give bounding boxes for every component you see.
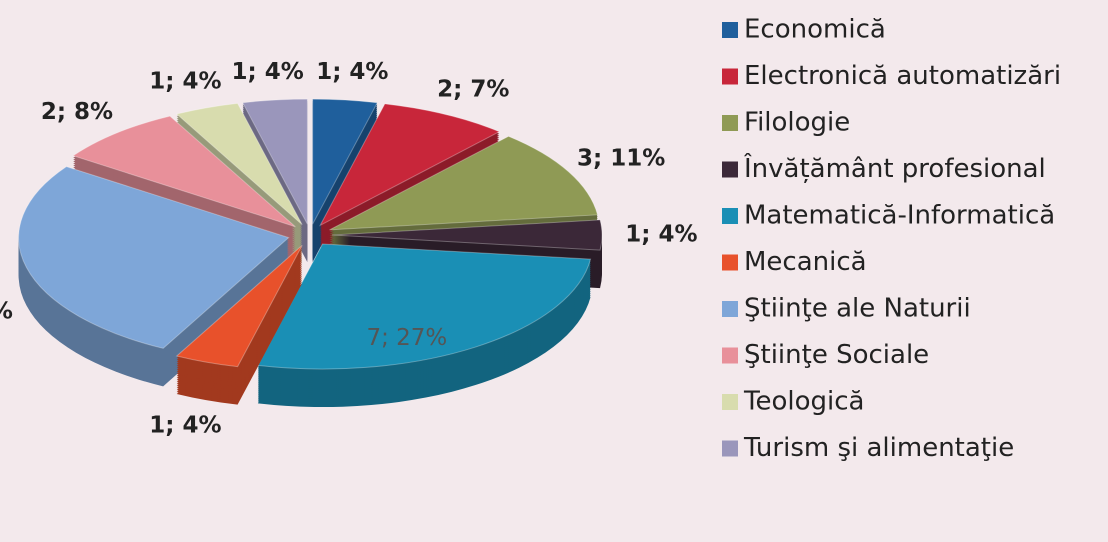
slice (329, 135, 599, 231)
legend-label: Economică (744, 15, 886, 45)
data-label: 1; 4% (625, 222, 697, 248)
legend-label: Matematică-Informatică (744, 201, 1055, 231)
legend-swatch (722, 68, 738, 85)
slice (241, 98, 308, 225)
data-label: 1; 4% (316, 59, 388, 85)
slice (175, 244, 303, 368)
slice (312, 98, 379, 225)
legend-swatch (722, 394, 738, 410)
legend-swatch (722, 347, 738, 364)
legend-swatch (722, 254, 738, 271)
legend-swatch (722, 22, 738, 38)
slice (72, 115, 296, 228)
data-label: 2; 8% (41, 99, 113, 125)
legend-label: Învățământ profesional (743, 152, 1046, 184)
legend-label: Ştiinţe Sociale (744, 340, 929, 370)
slice (257, 243, 592, 370)
legend-label: Filologie (744, 108, 850, 138)
legend-swatch (722, 440, 738, 457)
data-label: 1; 4% (149, 69, 221, 95)
legend-label: Electronică automatizări (744, 61, 1061, 91)
data-label: 1; 4% (232, 59, 304, 85)
slice (18, 166, 290, 349)
legend-swatch (722, 301, 738, 317)
legend-swatch (722, 115, 738, 131)
data-label: 3; 11% (577, 146, 665, 172)
data-label: 7; 27% (366, 325, 447, 351)
slice (331, 219, 603, 251)
slice (175, 102, 303, 226)
legend-label: Teologică (743, 387, 864, 417)
data-label: 2; 7% (437, 77, 509, 103)
legend-swatch (722, 161, 738, 178)
data-label: 1; 4% (149, 412, 221, 438)
data-label: 7; 27% (0, 299, 13, 325)
legend-swatch (722, 208, 738, 224)
legend-label: Mecanică (744, 247, 867, 277)
legend-label: Turism şi alimentaţie (743, 433, 1014, 463)
slice (319, 103, 501, 227)
legend-label: Ştiinţe ale Naturii (744, 294, 971, 324)
